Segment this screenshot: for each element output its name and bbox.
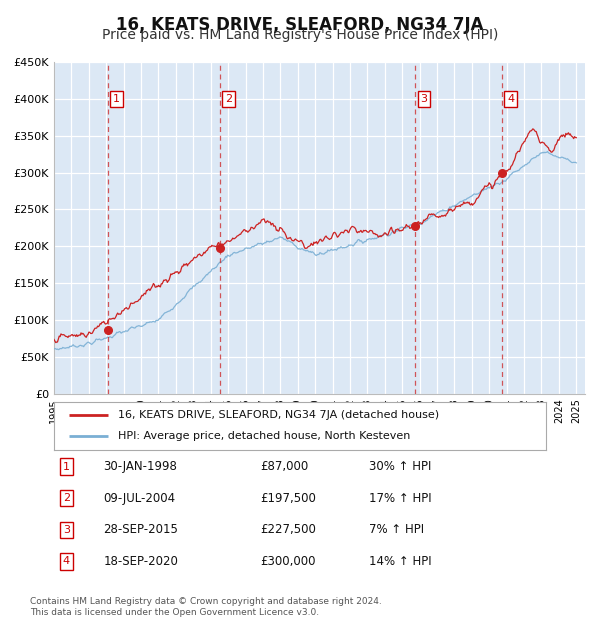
- Text: 4: 4: [63, 556, 70, 567]
- Text: 16, KEATS DRIVE, SLEAFORD, NG34 7JA: 16, KEATS DRIVE, SLEAFORD, NG34 7JA: [116, 16, 484, 33]
- Text: 1: 1: [63, 461, 70, 472]
- Text: 14% ↑ HPI: 14% ↑ HPI: [369, 555, 431, 568]
- Text: 18-SEP-2020: 18-SEP-2020: [103, 555, 178, 568]
- Text: 16, KEATS DRIVE, SLEAFORD, NG34 7JA (detached house): 16, KEATS DRIVE, SLEAFORD, NG34 7JA (det…: [118, 410, 439, 420]
- Text: £300,000: £300,000: [260, 555, 316, 568]
- Text: 3: 3: [421, 94, 427, 104]
- Text: 2: 2: [63, 493, 70, 503]
- Text: £227,500: £227,500: [260, 523, 317, 536]
- Text: HPI: Average price, detached house, North Kesteven: HPI: Average price, detached house, Nort…: [118, 431, 410, 441]
- Text: 4: 4: [507, 94, 514, 104]
- Text: Price paid vs. HM Land Registry's House Price Index (HPI): Price paid vs. HM Land Registry's House …: [102, 28, 498, 42]
- Text: 3: 3: [63, 525, 70, 535]
- Text: £197,500: £197,500: [260, 492, 317, 505]
- Text: 17% ↑ HPI: 17% ↑ HPI: [369, 492, 431, 505]
- Text: 28-SEP-2015: 28-SEP-2015: [103, 523, 178, 536]
- Text: 09-JUL-2004: 09-JUL-2004: [103, 492, 175, 505]
- Text: Contains HM Land Registry data © Crown copyright and database right 2024.
This d: Contains HM Land Registry data © Crown c…: [30, 598, 382, 617]
- Text: 1: 1: [113, 94, 120, 104]
- Text: 2: 2: [225, 94, 232, 104]
- Text: £87,000: £87,000: [260, 460, 309, 473]
- Text: 30% ↑ HPI: 30% ↑ HPI: [369, 460, 431, 473]
- Text: 30-JAN-1998: 30-JAN-1998: [103, 460, 177, 473]
- Text: 7% ↑ HPI: 7% ↑ HPI: [369, 523, 424, 536]
